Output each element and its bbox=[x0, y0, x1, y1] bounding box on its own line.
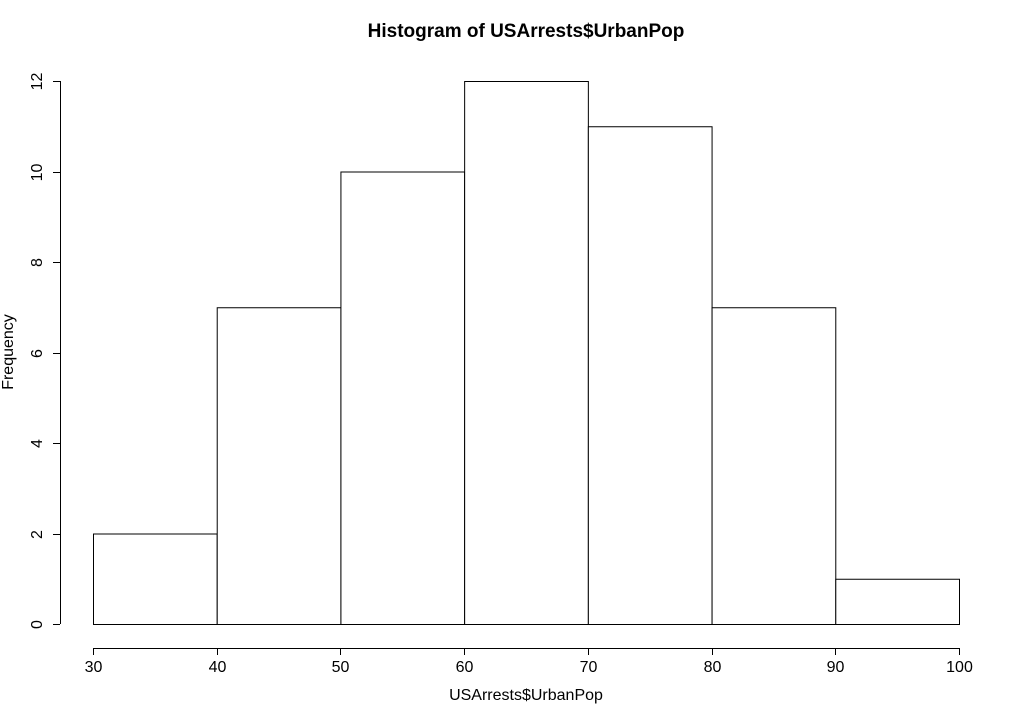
histogram-bar-30-40 bbox=[93, 533, 218, 625]
x-tick-label-70: 70 bbox=[580, 659, 598, 676]
histogram-bar-60-70 bbox=[464, 81, 589, 625]
bars-group bbox=[93, 81, 960, 625]
x-tick-label-90: 90 bbox=[827, 659, 845, 676]
x-tick-label-30: 30 bbox=[85, 659, 103, 676]
x-tick-label-40: 40 bbox=[209, 659, 227, 676]
y-tick-label-10: 10 bbox=[29, 164, 46, 182]
histogram-bar-50-60 bbox=[340, 171, 466, 625]
histogram-bar-80-90 bbox=[711, 307, 837, 625]
y-tick-label-2: 2 bbox=[29, 530, 46, 539]
y-axis: 0 2 4 6 8 10 12 bbox=[29, 73, 61, 629]
y-tick-label-12: 12 bbox=[29, 73, 46, 91]
histogram-bar-40-50 bbox=[216, 307, 342, 625]
chart-title: Histogram of USArrests$UrbanPop bbox=[368, 21, 685, 42]
y-tick-label-4: 4 bbox=[29, 439, 46, 448]
x-axis: 30 40 50 60 70 80 90 100 bbox=[85, 648, 973, 676]
x-tick-label-60: 60 bbox=[456, 659, 474, 676]
x-tick-label-50: 50 bbox=[332, 659, 350, 676]
y-tick-label-6: 6 bbox=[29, 349, 46, 358]
x-tick-label-100: 100 bbox=[946, 659, 973, 676]
y-axis-label: Frequency bbox=[0, 314, 17, 390]
x-tick-label-80: 80 bbox=[704, 659, 722, 676]
histogram-bar-90-100 bbox=[835, 578, 960, 625]
x-axis-label: USArrests$UrbanPop bbox=[449, 687, 603, 704]
y-tick-label-8: 8 bbox=[29, 258, 46, 267]
histogram-bar-70-80 bbox=[587, 126, 713, 625]
y-tick-label-0: 0 bbox=[29, 620, 46, 629]
